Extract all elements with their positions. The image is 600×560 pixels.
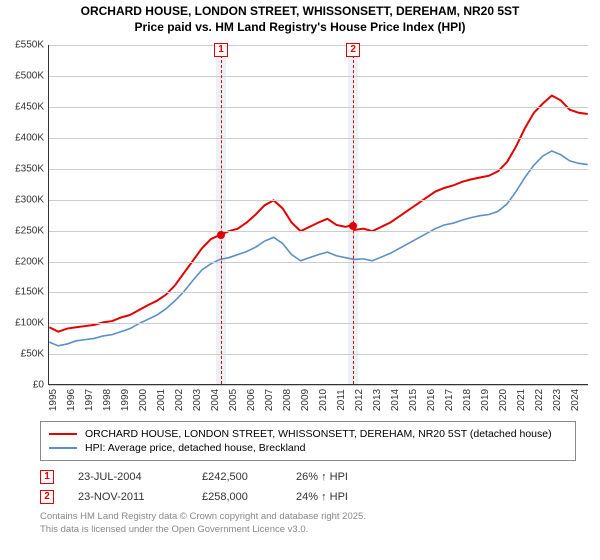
legend-label: ORCHARD HOUSE, LONDON STREET, WHISSONSET… <box>85 428 552 440</box>
callout-delta: 26% ↑ HPI <box>296 471 348 483</box>
x-tick-label: 1996 <box>66 389 77 411</box>
x-tick-label: 1997 <box>84 389 95 411</box>
callout-number-box: 2 <box>40 490 54 504</box>
title-line-1: ORCHARD HOUSE, LONDON STREET, WHISSONSET… <box>8 4 592 20</box>
x-tick-label: 2014 <box>390 389 401 411</box>
x-tick-label: 2024 <box>570 389 581 411</box>
footer-line-1: Contains HM Land Registry data © Crown c… <box>40 511 576 523</box>
callout-row: 2 23-NOV-2011 £258,000 24% ↑ HPI <box>40 487 576 507</box>
x-tick-label: 2017 <box>444 389 455 411</box>
x-tick-label: 1995 <box>48 389 59 411</box>
x-tick-label: 2006 <box>246 389 257 411</box>
gridline-h <box>49 354 588 355</box>
sale-marker-line <box>353 45 354 384</box>
x-tick-label: 2011 <box>336 389 347 411</box>
gridline-h <box>49 231 588 232</box>
series-property <box>49 96 587 332</box>
x-tick-label: 2022 <box>534 389 545 411</box>
callout-price: £242,500 <box>202 471 272 483</box>
callout-date: 23-JUL-2004 <box>78 471 178 483</box>
gridline-h <box>49 76 588 77</box>
x-tick-label: 2007 <box>264 389 275 411</box>
title-line-2: Price paid vs. HM Land Registry's House … <box>8 20 592 36</box>
y-tick-label: £0 <box>0 380 44 391</box>
callout-delta: 24% ↑ HPI <box>296 491 348 503</box>
y-tick-label: £200K <box>0 256 44 267</box>
callout-date: 23-NOV-2011 <box>78 491 178 503</box>
x-tick-label: 2019 <box>480 389 491 411</box>
y-tick-label: £350K <box>0 163 44 174</box>
gridline-h <box>49 292 588 293</box>
y-tick-label: £300K <box>0 194 44 205</box>
sale-marker-dot <box>217 231 225 239</box>
x-tick-label: 2018 <box>462 389 473 411</box>
y-tick-label: £50K <box>0 349 44 360</box>
sale-marker-box: 1 <box>214 43 228 57</box>
gridline-h <box>49 385 588 386</box>
footer-line-2: This data is licensed under the Open Gov… <box>40 524 576 536</box>
sale-marker-dot <box>349 222 357 230</box>
x-tick-label: 2008 <box>282 389 293 411</box>
legend-row: ORCHARD HOUSE, LONDON STREET, WHISSONSET… <box>49 427 567 441</box>
x-tick-label: 2005 <box>228 389 239 411</box>
x-tick-label: 1998 <box>102 389 113 411</box>
x-tick-label: 2000 <box>138 389 149 411</box>
footer-attribution: Contains HM Land Registry data © Crown c… <box>40 511 576 536</box>
callout-row: 1 23-JUL-2004 £242,500 26% ↑ HPI <box>40 467 576 487</box>
chart: 12 £0£50K£100K£150K£200K£250K£300K£350K£… <box>0 37 600 417</box>
x-tick-label: 2021 <box>516 389 527 411</box>
y-tick-label: £450K <box>0 102 44 113</box>
x-tick-label: 2013 <box>372 389 383 411</box>
x-tick-label: 2010 <box>318 389 329 411</box>
x-tick-label: 2001 <box>156 389 167 411</box>
legend-row: HPI: Average price, detached house, Brec… <box>49 441 567 455</box>
gridline-h <box>49 45 588 46</box>
sale-callouts: 1 23-JUL-2004 £242,500 26% ↑ HPI 2 23-NOV-201… <box>40 467 576 507</box>
y-tick-label: £550K <box>0 40 44 51</box>
y-tick-label: £250K <box>0 225 44 236</box>
x-tick-label: 2012 <box>354 389 365 411</box>
x-tick-label: 2009 <box>300 389 311 411</box>
x-tick-label: 2015 <box>408 389 419 411</box>
gridline-h <box>49 200 588 201</box>
x-tick-label: 2003 <box>192 389 203 411</box>
legend: ORCHARD HOUSE, LONDON STREET, WHISSONSET… <box>40 421 576 461</box>
gridline-h <box>49 169 588 170</box>
chart-lines <box>49 45 588 384</box>
y-tick-label: £500K <box>0 71 44 82</box>
x-tick-label: 1999 <box>120 389 131 411</box>
y-tick-label: £400K <box>0 132 44 143</box>
sale-marker-line <box>221 45 222 384</box>
legend-swatch <box>49 447 77 449</box>
gridline-h <box>49 107 588 108</box>
x-tick-label: 2004 <box>210 389 221 411</box>
sale-marker-box: 2 <box>346 43 360 57</box>
callout-number-box: 1 <box>40 470 54 484</box>
callout-price: £258,000 <box>202 491 272 503</box>
chart-title: ORCHARD HOUSE, LONDON STREET, WHISSONSET… <box>0 0 600 37</box>
y-tick-label: £150K <box>0 287 44 298</box>
gridline-h <box>49 138 588 139</box>
plot-area: 12 <box>48 45 588 385</box>
gridline-h <box>49 323 588 324</box>
series-hpi <box>49 151 587 346</box>
legend-label: HPI: Average price, detached house, Brec… <box>85 442 305 454</box>
gridline-h <box>49 262 588 263</box>
x-tick-label: 2020 <box>498 389 509 411</box>
y-tick-label: £100K <box>0 318 44 329</box>
x-tick-label: 2016 <box>426 389 437 411</box>
legend-swatch <box>49 433 77 435</box>
x-tick-label: 2002 <box>174 389 185 411</box>
x-tick-label: 2023 <box>552 389 563 411</box>
